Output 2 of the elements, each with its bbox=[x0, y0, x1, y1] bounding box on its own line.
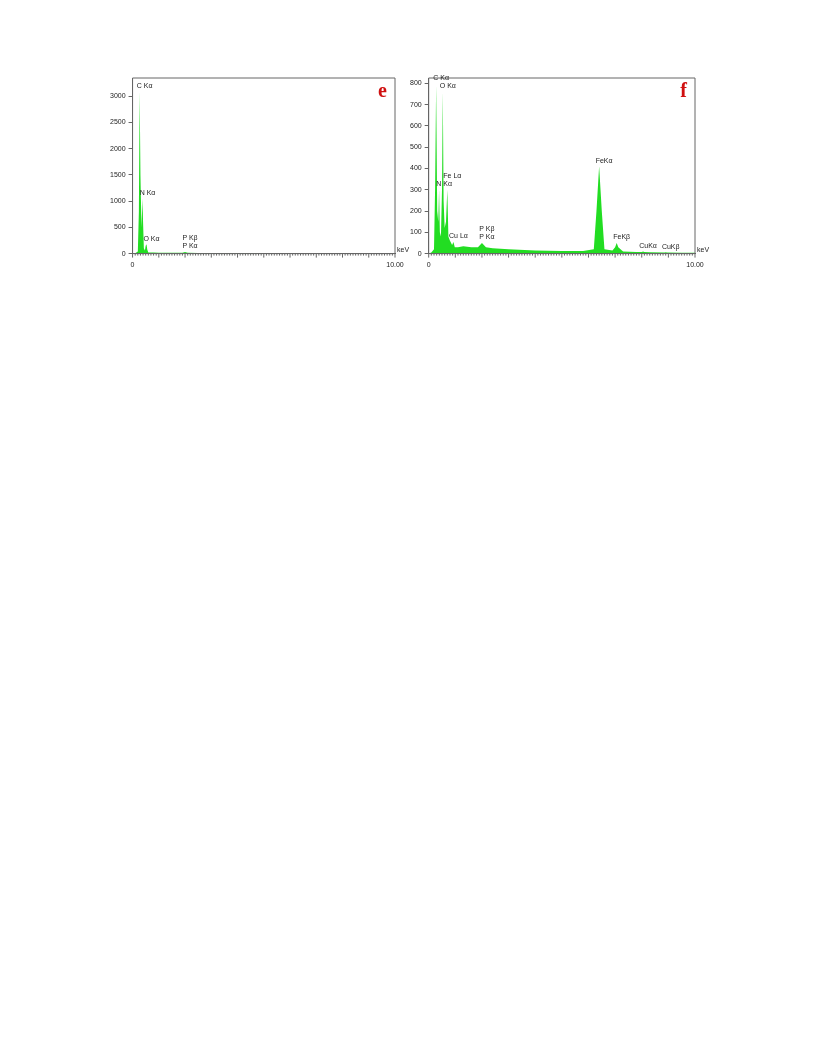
chart-title: f bbox=[680, 79, 688, 102]
chart-title: e bbox=[378, 79, 388, 102]
